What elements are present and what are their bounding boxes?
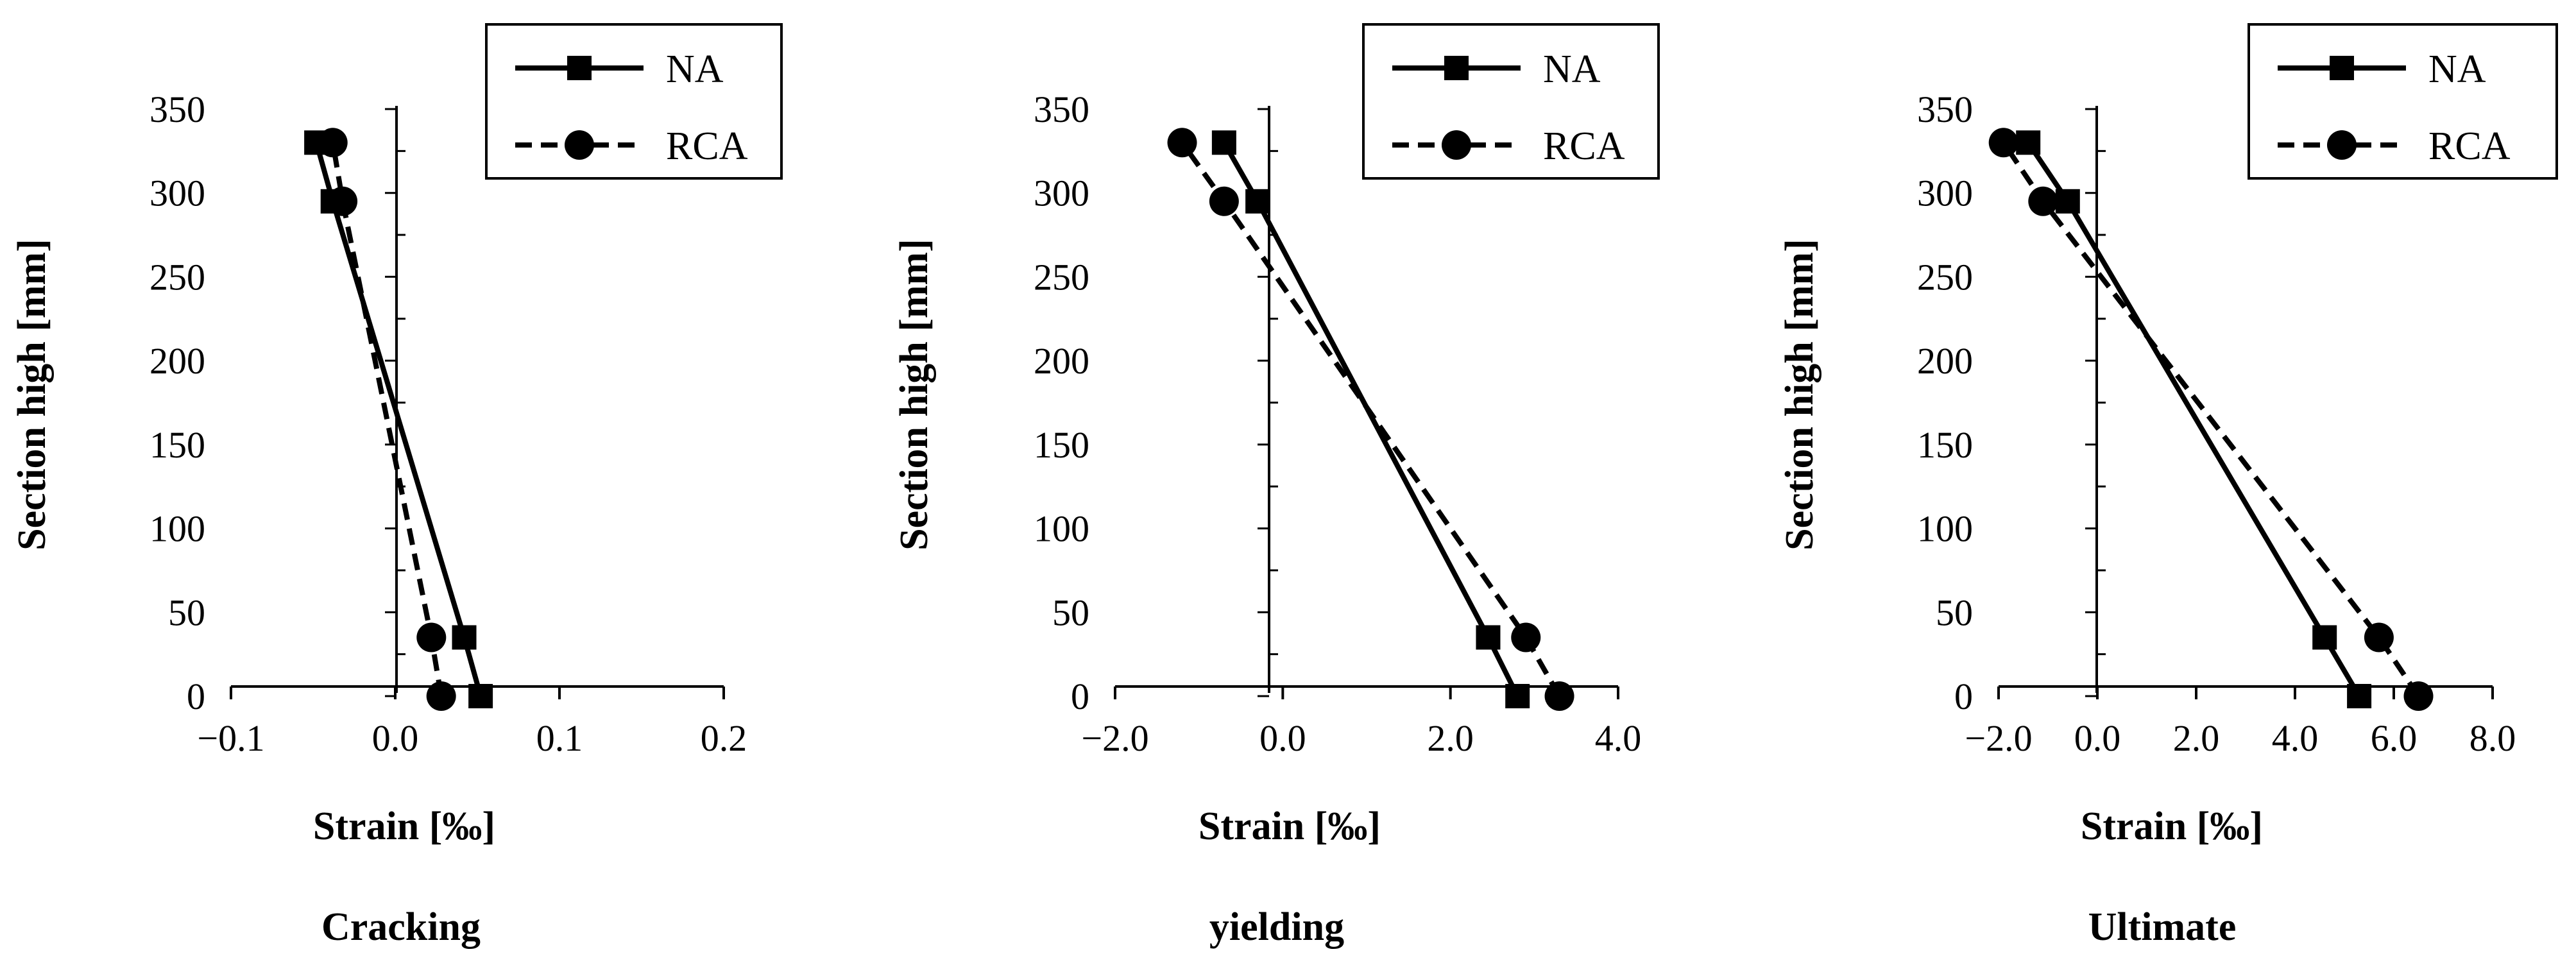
data-point-rca bbox=[2028, 186, 2058, 216]
panel-caption: Ultimate bbox=[2088, 905, 2237, 949]
data-point-rca bbox=[426, 681, 456, 711]
data-point-na bbox=[2016, 130, 2041, 155]
x-axis-title: Strain [‰] bbox=[313, 805, 495, 848]
x-tick-label: 0.1 bbox=[536, 717, 583, 759]
y-tick-label: 250 bbox=[1917, 256, 1973, 298]
data-point-na bbox=[2347, 684, 2372, 708]
data-point-rca bbox=[416, 622, 447, 652]
y-tick-label: 350 bbox=[1917, 89, 1973, 130]
legend-marker-na bbox=[1444, 56, 1469, 80]
series-line-na bbox=[314, 142, 483, 697]
x-tick-label: 2.0 bbox=[2173, 717, 2220, 759]
y-tick-label: 100 bbox=[1917, 508, 1973, 550]
y-tick-label: 50 bbox=[1936, 592, 1973, 633]
x-tick-label: 4.0 bbox=[1595, 717, 1642, 759]
data-point-rca bbox=[2403, 681, 2434, 711]
x-axis-title: Strain [‰] bbox=[1198, 805, 1381, 848]
data-point-na bbox=[452, 625, 477, 650]
series-line-rca bbox=[1180, 141, 1562, 697]
x-axis-title: Strain [‰] bbox=[2081, 805, 2263, 848]
y-tick-label: 200 bbox=[1917, 340, 1973, 382]
y-tick-label: 100 bbox=[1034, 508, 1089, 550]
y-tick-label: 350 bbox=[149, 89, 205, 130]
y-tick-label: 150 bbox=[1034, 424, 1089, 466]
x-tick-label: 6.0 bbox=[2371, 717, 2418, 759]
legend-box bbox=[485, 23, 783, 180]
legend-marker-na bbox=[2330, 56, 2354, 80]
series-line-rca bbox=[2001, 141, 2421, 698]
data-point-rca bbox=[2364, 622, 2394, 652]
legend-marker-na bbox=[567, 56, 592, 80]
legend-label-na: NA bbox=[1543, 47, 1601, 91]
y-tick-label: 100 bbox=[149, 508, 205, 550]
series-line-rca bbox=[330, 142, 444, 697]
y-tick-label: 50 bbox=[1052, 592, 1089, 633]
data-point-rca bbox=[1209, 186, 1239, 216]
data-point-rca bbox=[1988, 128, 2018, 158]
data-point-na bbox=[1476, 625, 1501, 650]
data-point-na bbox=[468, 684, 493, 708]
y-tick-label: 300 bbox=[1034, 173, 1089, 214]
y-tick-label: 0 bbox=[187, 676, 205, 717]
legend-box bbox=[2248, 23, 2558, 180]
legend-marker-rca bbox=[565, 130, 594, 160]
legend-label-rca: RCA bbox=[1543, 124, 1625, 168]
data-point-rca bbox=[318, 128, 348, 158]
legend-label-rca: RCA bbox=[666, 124, 748, 168]
y-tick-label: 300 bbox=[1917, 173, 1973, 214]
x-tick-label: 4.0 bbox=[2272, 717, 2319, 759]
panel-caption: Cracking bbox=[321, 905, 481, 949]
legend-label-rca: RCA bbox=[2428, 124, 2511, 168]
y-tick-label: 150 bbox=[1917, 424, 1973, 466]
y-tick-label: 250 bbox=[1034, 256, 1089, 298]
legend-box bbox=[1362, 23, 1660, 180]
data-point-rca bbox=[1167, 128, 1197, 158]
chart-panel-ultimate: −2.0 0.0 2.0 4.0 6.0 8.0 0 50 100 150 200 250 300 350… bbox=[1778, 23, 2558, 949]
x-tick-label: −0.1 bbox=[197, 717, 264, 759]
y-tick-label: 250 bbox=[149, 256, 205, 298]
x-tick-label: 8.0 bbox=[2469, 717, 2516, 759]
panel-caption: yielding bbox=[1209, 905, 1344, 949]
y-axis-title: Section high [mm] bbox=[10, 239, 54, 550]
chart-panel-cracking: −0.1 0.0 0.1 0.2 0 50 100 150 200 250 300 350 Strain… bbox=[10, 23, 783, 949]
x-tick-label: 0.0 bbox=[1259, 717, 1306, 759]
y-tick-label: 50 bbox=[168, 592, 205, 633]
y-tick-label: 300 bbox=[149, 173, 205, 214]
y-tick-label: 200 bbox=[1034, 340, 1089, 382]
y-tick-label: 350 bbox=[1034, 89, 1089, 130]
series-line-na bbox=[2026, 141, 2362, 698]
data-point-na bbox=[2312, 625, 2337, 650]
y-axis-title: Section high [mm] bbox=[892, 239, 936, 550]
data-point-na bbox=[1245, 189, 1270, 214]
y-tick-label: 150 bbox=[149, 424, 205, 466]
data-point-rca bbox=[328, 186, 358, 216]
chart-panel-yielding: −2.0 0.0 2.0 4.0 0 50 100 150 200 250 300 350 Strain… bbox=[892, 23, 1660, 949]
x-tick-label: 0.0 bbox=[372, 717, 419, 759]
y-tick-label: 200 bbox=[149, 340, 205, 382]
x-tick-label: −2.0 bbox=[1081, 717, 1148, 759]
y-tick-label: 0 bbox=[1954, 676, 1973, 717]
x-tick-label: 0.2 bbox=[701, 717, 747, 759]
x-tick-label: −2.0 bbox=[1965, 717, 2032, 759]
legend-marker-rca bbox=[2327, 130, 2357, 160]
legend-label-na: NA bbox=[666, 47, 724, 91]
data-point-na bbox=[1211, 130, 1236, 155]
x-tick-label: 2.0 bbox=[1427, 717, 1474, 759]
x-tick-label: 0.0 bbox=[2074, 717, 2121, 759]
y-tick-label: 0 bbox=[1071, 676, 1089, 717]
legend-marker-rca bbox=[1442, 130, 1471, 160]
legend-label-na: NA bbox=[2428, 47, 2486, 91]
data-point-na bbox=[2055, 189, 2080, 214]
data-point-na bbox=[1505, 684, 1530, 708]
data-point-rca bbox=[1544, 681, 1574, 711]
data-point-rca bbox=[1511, 622, 1541, 652]
y-axis-title: Section high [mm] bbox=[1778, 239, 1821, 550]
